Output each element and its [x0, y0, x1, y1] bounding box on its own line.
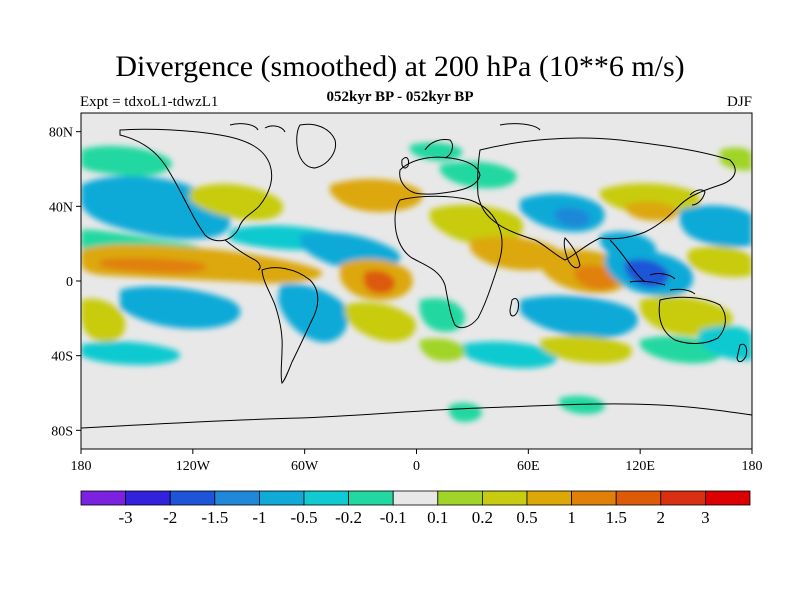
colorbar-label: 1	[567, 508, 576, 527]
contour-south-pacific-neg2	[81, 341, 181, 365]
colorbar-label: -0.2	[335, 508, 362, 527]
lon-tick-label: 180	[742, 459, 763, 474]
coastline-madagascar	[509, 297, 519, 317]
colorbar-swatch	[437, 490, 483, 506]
colorbar-swatch	[258, 490, 305, 506]
coastline-southeast-asia	[609, 239, 646, 283]
coastline-india	[563, 237, 581, 269]
lon-tick-label: 60E	[517, 459, 540, 474]
contour-north-pacific-neg	[81, 145, 172, 177]
contour-north-africa-neg	[440, 161, 517, 189]
contour-antarctic-neg	[448, 402, 482, 422]
coastline-africa	[394, 195, 503, 329]
colorbar-swatch	[348, 490, 394, 506]
coastline-japan	[689, 189, 706, 206]
contour-middle-east-pos	[470, 236, 563, 271]
colorbar-label: -3	[119, 508, 133, 527]
contour-north-atlantic-pos	[330, 178, 423, 212]
colorbar-label: 1.5	[606, 508, 627, 527]
contour-north-america-pos	[190, 183, 284, 221]
colorbar-label: 0.1	[427, 508, 448, 527]
contour-southern-ocean-pos	[540, 335, 632, 364]
coastline-indonesia	[629, 273, 696, 295]
coastline-asia	[477, 137, 736, 261]
divergence-field	[81, 142, 752, 422]
lat-tick-label: 80N	[49, 126, 73, 141]
colorbar-swatch	[615, 490, 662, 506]
contour-west-pacific-neg	[679, 205, 752, 248]
lon-tick-label: 0	[413, 459, 420, 474]
lat-tick-label: 80S	[51, 424, 73, 439]
colorbar-label: -0.5	[291, 508, 318, 527]
colorbar-label: 2	[657, 508, 666, 527]
contour-antarctic-neg2	[559, 395, 606, 415]
colorbar-swatch	[214, 490, 260, 506]
colorbar-swatch	[169, 490, 216, 506]
coastline-new-zealand	[736, 343, 748, 363]
contour-indian-ocean-core	[574, 265, 619, 290]
lon-tick-label: 120E	[625, 459, 655, 474]
contour-south-atlantic-pos	[345, 302, 416, 342]
coastline-north-america	[119, 128, 273, 242]
lon-tick-label: 180	[71, 459, 92, 474]
colorbar-swatch	[125, 490, 171, 506]
coastlines	[81, 123, 752, 429]
coastline-uk	[401, 157, 409, 169]
colorbar-swatch	[303, 490, 349, 506]
coastline-south-america	[261, 267, 319, 384]
lon-axis: 180 120W 60W 0 60E 120E 180	[71, 449, 763, 474]
contour-africa-pos	[430, 204, 524, 245]
colorbar-label: 3	[701, 508, 710, 527]
contour-north-atlantic-neg2	[409, 142, 463, 161]
colorbar-label: -1.5	[201, 508, 228, 527]
contour-south-atlantic-neg	[419, 298, 466, 332]
contour-far-south-pos	[419, 338, 466, 362]
colorbar-swatch	[571, 490, 617, 506]
coastline-australia	[658, 296, 726, 344]
coastline-greenland	[296, 123, 337, 169]
page-title: Divergence (smoothed) at 200 hPa (10**6 …	[115, 50, 685, 83]
lon-tick-label: 120W	[176, 459, 211, 474]
contour-north-far-pos	[720, 147, 752, 171]
contour-south-pacific-pos	[81, 298, 126, 342]
season-label: DJF	[726, 94, 752, 110]
colorbar-label: 0.5	[516, 508, 537, 527]
colorbar: -3 -2 -1.5 -1 -0.5 -0.2 -0.1 0.1 0.2 0.5 1 1.5 2 3	[80, 490, 751, 527]
lat-tick-label: 40S	[51, 350, 73, 365]
contour-indian-south-neg	[520, 295, 639, 338]
contour-central-asia-core	[554, 207, 591, 228]
contour-west-pacific-pos	[687, 246, 752, 278]
colorbar-swatch	[660, 490, 706, 506]
colorbar-swatch	[526, 490, 572, 506]
contour-maritime-core	[624, 259, 669, 288]
colorbar-swatch	[481, 490, 528, 506]
contour-south-pacific-neg	[120, 286, 241, 329]
coastline-arctic-islands	[229, 123, 541, 133]
lat-tick-label: 0	[66, 275, 73, 290]
colorbar-label: -0.1	[380, 508, 407, 527]
subtitle: 052kyr BP - 052kyr BP	[326, 89, 474, 105]
contour-south-indian-neg2	[460, 341, 558, 369]
colorbar-label: 0.2	[472, 508, 493, 527]
colorbar-label: -1	[252, 508, 266, 527]
contour-east-asia-core	[624, 201, 679, 221]
coastline-antarctica	[81, 403, 752, 429]
contour-fills	[81, 142, 752, 422]
lat-axis: 80N 40N 0 40S 80S	[49, 126, 81, 439]
colorbar-swatch	[705, 490, 751, 506]
contour-south-america-neg	[278, 283, 349, 343]
contour-australia-pos	[640, 296, 733, 337]
colorbar-swatch	[392, 490, 439, 506]
colorbar-swatch	[80, 490, 126, 506]
contour-tropical-atlantic-core	[363, 270, 396, 294]
colorbar-label: -2	[163, 508, 177, 527]
contour-equatorial-pos-core	[100, 257, 206, 274]
lat-tick-label: 40N	[49, 200, 73, 215]
lon-tick-label: 60W	[291, 459, 319, 474]
coastline-central-america	[224, 239, 261, 271]
experiment-label: Expt = tdxoL1-tdwzL1	[80, 94, 219, 110]
coastline-scandinavia	[424, 139, 453, 159]
